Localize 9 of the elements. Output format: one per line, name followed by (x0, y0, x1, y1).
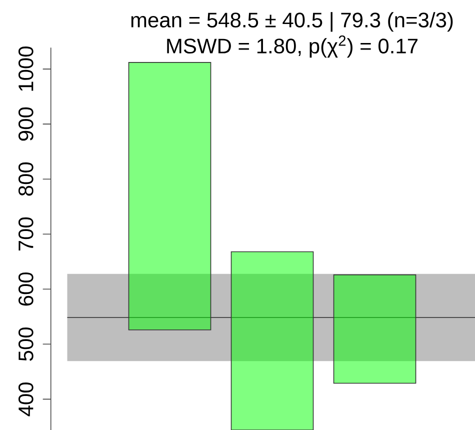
y-tick-label: 500 (18, 327, 34, 361)
y-tick-label: 1000 (18, 46, 34, 91)
y-tick-label: 800 (18, 162, 34, 196)
y-tick-label: 400 (18, 382, 34, 416)
y-tick-label: 700 (18, 217, 34, 251)
chart-subtitle: MSWD = 1.80, p(χ$^{2}$) = 0.17 (167, 36, 418, 58)
chart-title: mean = 548.5 ± 40.5 | 79.3 (n=3/3) (131, 12, 453, 32)
y-tick-label: 600 (18, 272, 34, 306)
y-tick-label: 900 (18, 107, 34, 141)
